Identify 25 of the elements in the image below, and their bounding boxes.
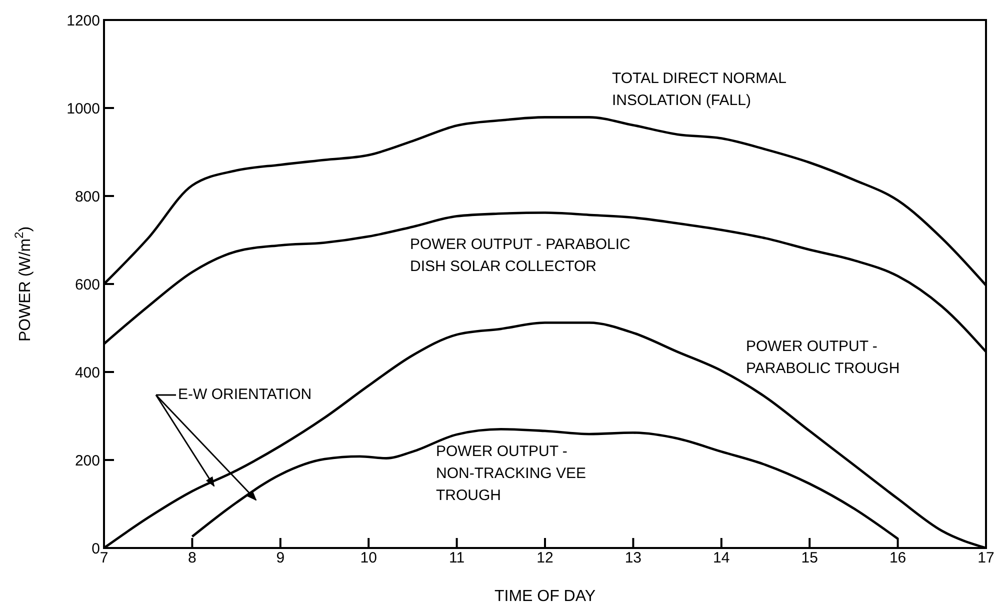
- x-tick-label: 10: [360, 550, 377, 567]
- x-axis-title: TIME OF DAY: [494, 588, 596, 605]
- line-series: [104, 212, 986, 353]
- x-tick-label: 7: [100, 550, 108, 567]
- x-tick-label: 9: [276, 550, 285, 567]
- x-tick-label: 13: [624, 550, 642, 567]
- x-tick-label: 16: [889, 550, 906, 567]
- y-tick-label: 400: [74, 364, 100, 382]
- y-tick-label: 0: [92, 540, 100, 558]
- text: POWER OUTPUT - PARABOLIC TROUGH: [746, 338, 900, 377]
- x-tick-label: 8: [188, 550, 196, 567]
- text: POWER OUTPUT - PARABOLIC DISH SOLAR COLLECTOR: [410, 236, 630, 275]
- annotation: E-W ORIENTATION: [178, 386, 313, 403]
- x-tick-label: 17: [978, 550, 994, 567]
- y-tick-label: 200: [74, 452, 100, 470]
- text: TOTAL DIRECT NORMAL INSOLATION (FALL): [612, 70, 786, 109]
- y-tick-label: 600: [74, 276, 100, 294]
- x-tick-label: 12: [536, 550, 554, 567]
- x-tick-label: 15: [801, 550, 818, 567]
- y-tick-label: 1200: [66, 12, 100, 30]
- text: POWER OUTPUT - NON-TRACKING VEE TROUGH: [436, 443, 586, 504]
- y-tick-label: 800: [74, 188, 100, 206]
- y-tick-label: 1000: [66, 100, 100, 118]
- x-tick-label: 14: [713, 550, 730, 567]
- x-tick-label: 11: [449, 550, 465, 567]
